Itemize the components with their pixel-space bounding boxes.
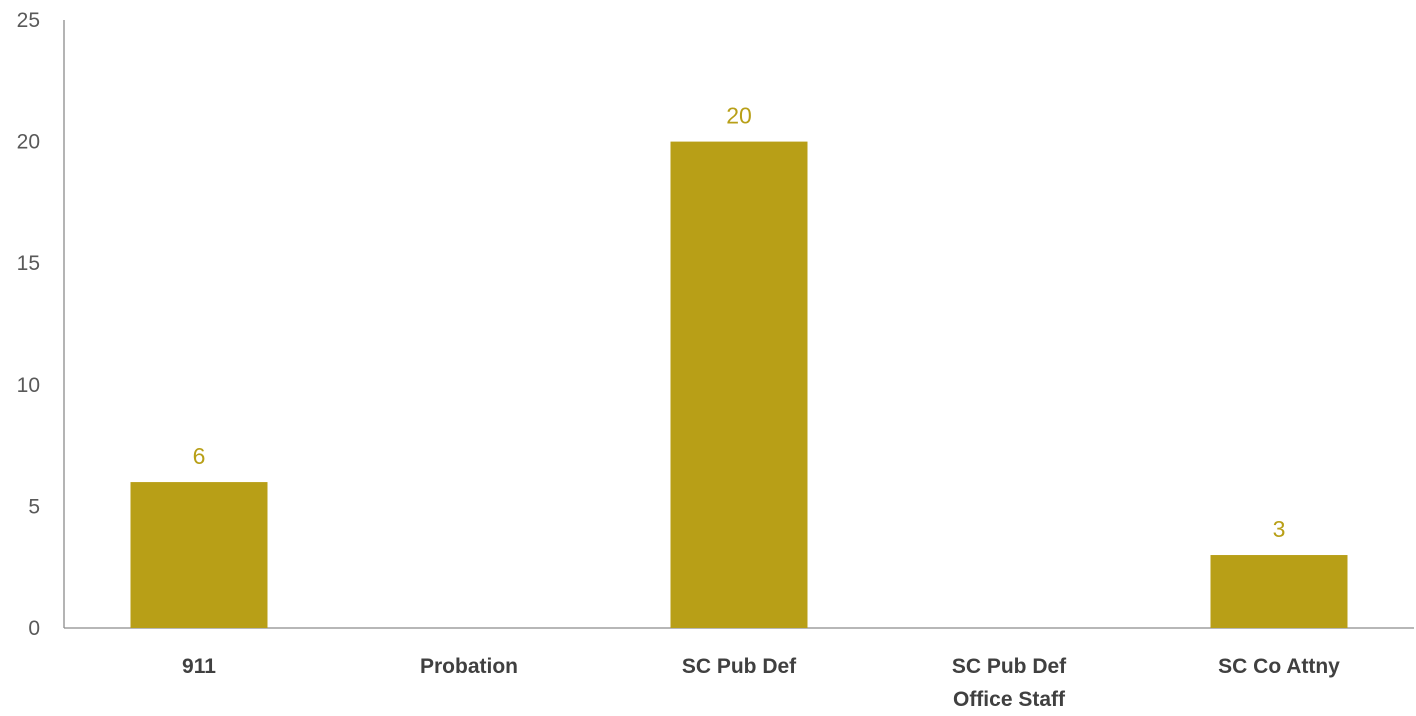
y-axis-ticks: 0 5 10 15 20 25 [17, 9, 40, 640]
y-tick-label: 10 [17, 374, 40, 397]
y-tick-label: 20 [17, 131, 40, 154]
x-tick-label: 911 [182, 655, 216, 678]
bars [130, 141, 1348, 628]
y-tick-label: 25 [17, 9, 40, 32]
data-labels: 6 20 3 [193, 103, 1286, 542]
y-tick-label: 15 [17, 252, 40, 275]
data-label: 20 [726, 103, 752, 129]
bar [670, 141, 808, 628]
x-tick-label: SC Co Attny [1218, 655, 1340, 678]
bar [130, 482, 268, 628]
data-label: 3 [1273, 516, 1286, 542]
data-label: 6 [193, 443, 206, 469]
x-tick-label: Probation [420, 655, 518, 678]
x-tick-label: SC Pub Def [682, 655, 797, 678]
bar [1210, 555, 1348, 628]
y-tick-label: 0 [28, 617, 40, 640]
category-labels: 911 Probation SC Pub Def SC Pub Def Office S… [182, 655, 1340, 711]
x-tick-label: SC Pub Def Office Staff [952, 655, 1067, 711]
y-tick-label: 5 [28, 495, 40, 518]
